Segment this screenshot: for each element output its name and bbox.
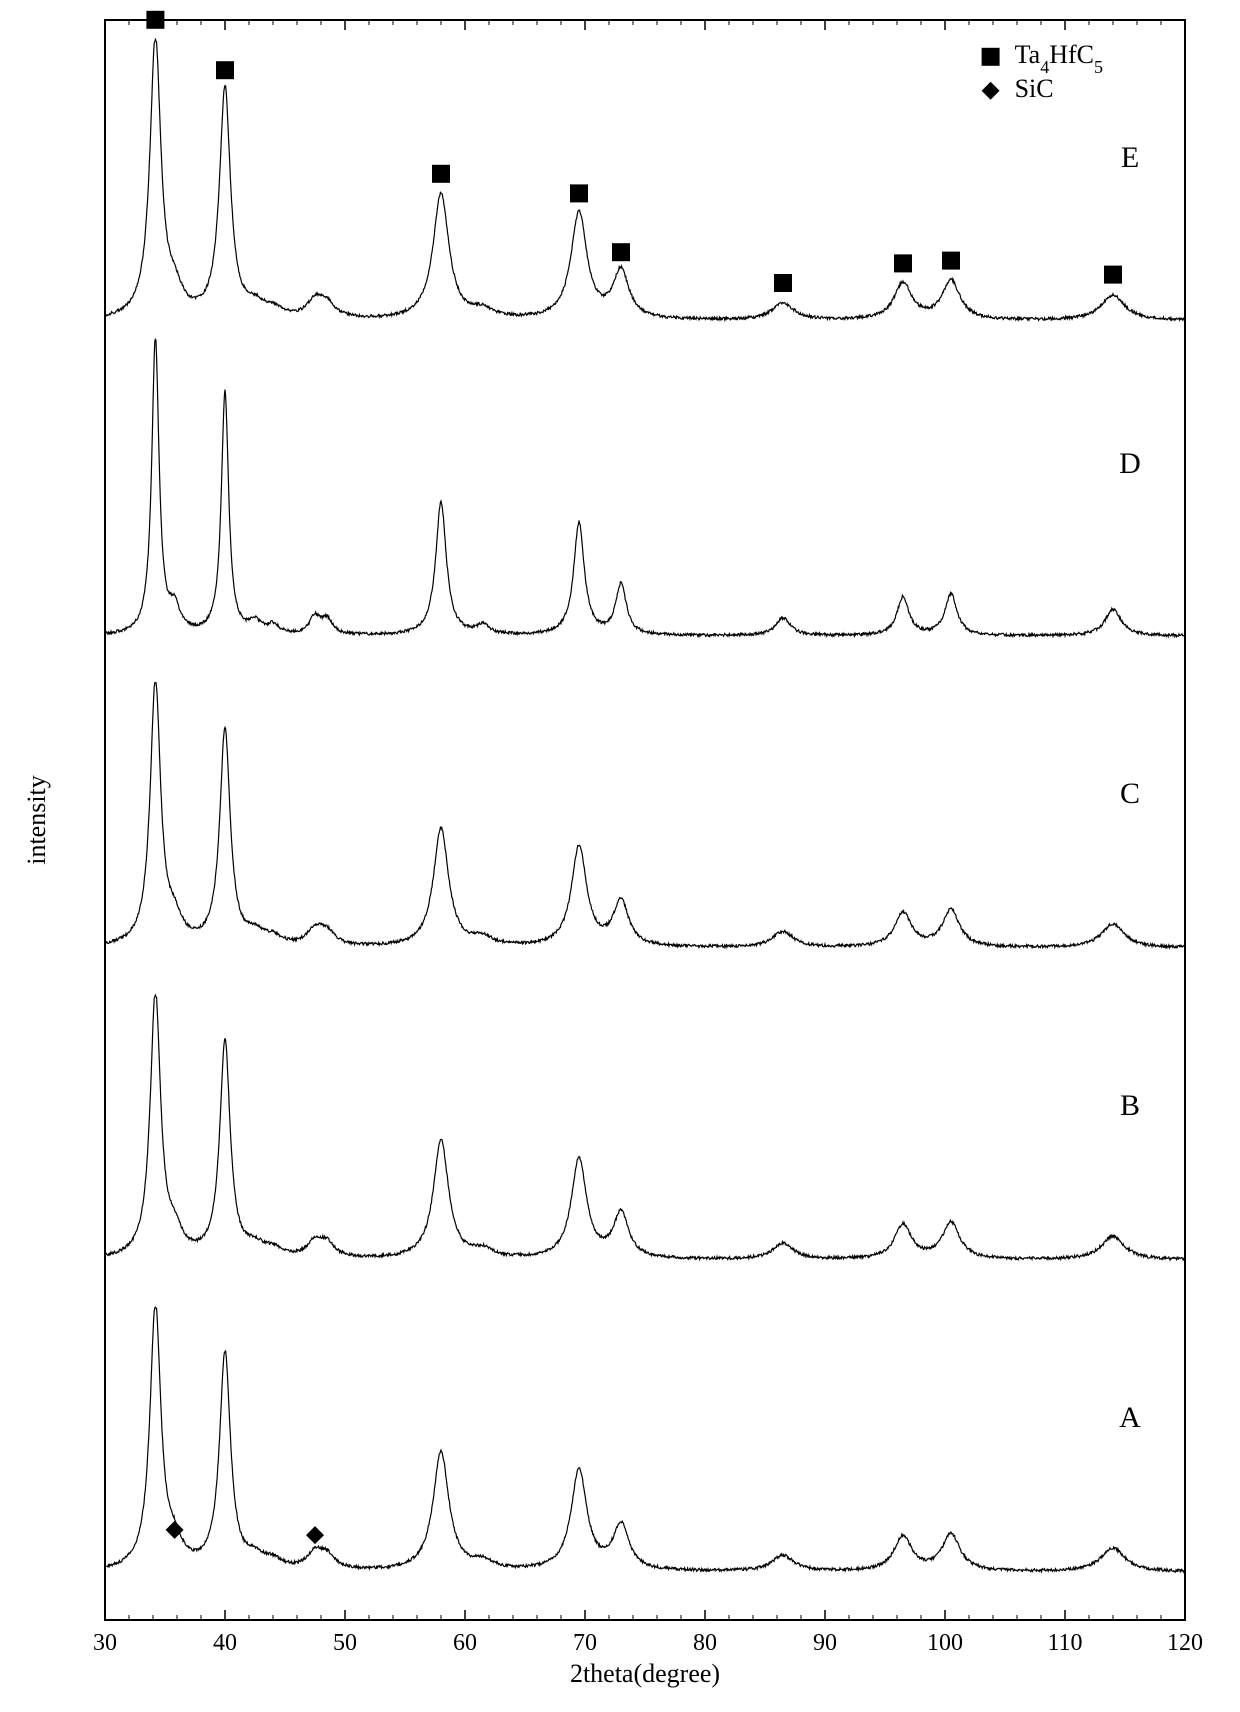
- xaxis-label: 2theta(degree): [570, 1659, 720, 1688]
- xrd-pattern-a: [105, 1307, 1185, 1572]
- square-marker-icon: [146, 11, 164, 29]
- xrd-pattern-b: [105, 995, 1185, 1260]
- square-marker-icon: [570, 184, 588, 202]
- xtick-label: 90: [813, 1630, 837, 1656]
- square-marker-icon: [774, 274, 792, 292]
- square-marker-icon: [894, 254, 912, 272]
- xtick-label: 100: [927, 1630, 963, 1656]
- diamond-marker-icon: [982, 82, 1000, 100]
- square-marker-icon: [432, 165, 450, 183]
- xtick-label: 80: [693, 1630, 717, 1656]
- series-label-a: A: [1119, 1401, 1141, 1434]
- square-marker-icon: [982, 48, 1000, 66]
- square-marker-icon: [942, 252, 960, 270]
- xtick-label: 50: [333, 1630, 357, 1656]
- xtick-label: 30: [93, 1630, 117, 1656]
- legend-label: SiC: [1015, 74, 1054, 103]
- xrd-pattern-d: [105, 339, 1185, 637]
- series-label-e: E: [1121, 141, 1139, 174]
- chart-container: { "chart": { "type": "xrd-line-stacked",…: [0, 0, 1240, 1712]
- square-marker-icon: [1104, 266, 1122, 284]
- xtick-label: 60: [453, 1630, 477, 1656]
- square-marker-icon: [612, 243, 630, 261]
- plot-frame: [105, 20, 1185, 1620]
- xtick-label: 120: [1167, 1630, 1203, 1656]
- xtick-label: 110: [1047, 1630, 1082, 1656]
- xrd-svg: 30 40 50 60 70 80 90 100 110 120 2theta(degree) int…: [0, 0, 1240, 1712]
- legend-label: Ta4HfC5: [1015, 40, 1103, 77]
- series-label-c: C: [1120, 777, 1140, 810]
- series-label-b: B: [1120, 1089, 1140, 1122]
- yaxis-label: intensity: [22, 775, 51, 865]
- xtick-label: 40: [213, 1630, 237, 1656]
- series-label-d: D: [1119, 447, 1141, 480]
- legend: Ta4HfC5SiC: [982, 40, 1103, 103]
- xtick-label: 70: [573, 1630, 597, 1656]
- square-marker-icon: [216, 61, 234, 79]
- xrd-pattern-c: [105, 683, 1185, 948]
- diamond-marker-icon: [306, 1526, 324, 1544]
